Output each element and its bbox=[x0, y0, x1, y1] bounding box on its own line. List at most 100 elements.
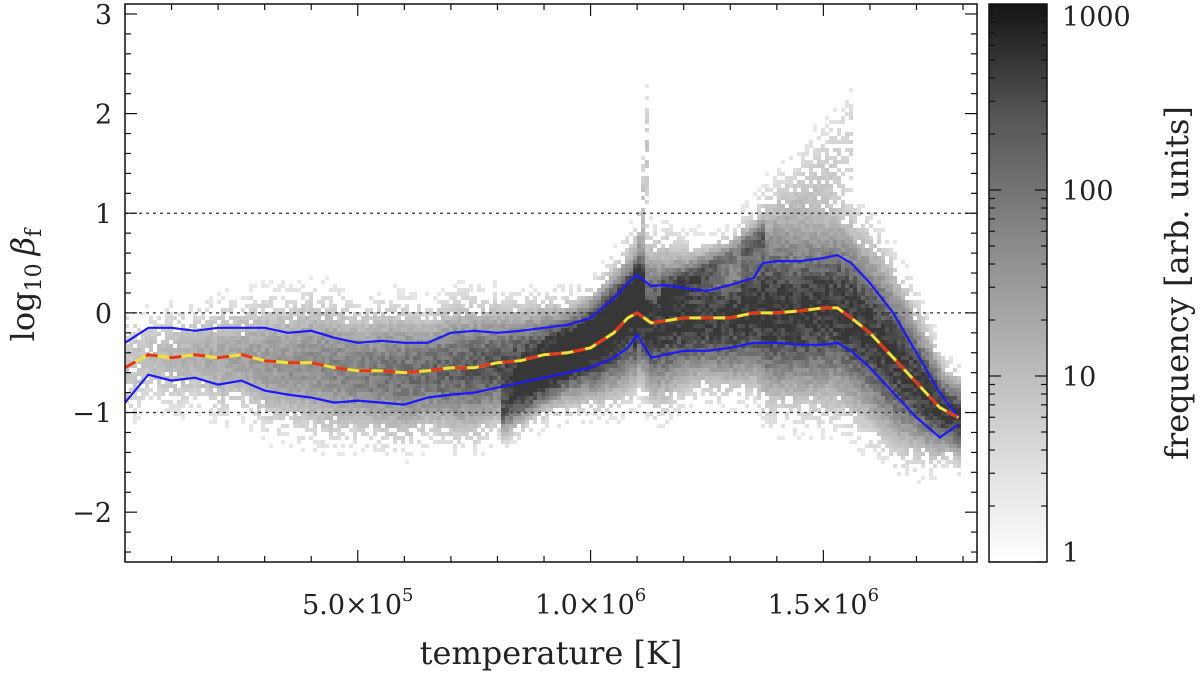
density-cell bbox=[717, 280, 721, 284]
density-cell bbox=[341, 328, 345, 332]
density-cell bbox=[533, 368, 537, 372]
density-cell bbox=[549, 356, 553, 360]
density-cell bbox=[189, 340, 193, 344]
density-cell bbox=[333, 312, 337, 316]
density-cell bbox=[409, 432, 413, 436]
density-cell bbox=[649, 340, 653, 344]
density-cell bbox=[385, 432, 389, 436]
density-cell bbox=[589, 364, 593, 368]
density-cell bbox=[513, 388, 517, 392]
density-cell bbox=[673, 260, 677, 264]
density-cell bbox=[193, 348, 197, 352]
density-cell bbox=[585, 308, 589, 312]
density-cell bbox=[309, 292, 313, 296]
density-cell bbox=[381, 436, 385, 440]
density-cell bbox=[489, 384, 493, 388]
density-cell bbox=[217, 388, 221, 392]
density-cell bbox=[609, 328, 613, 332]
density-cell bbox=[281, 336, 285, 340]
density-cell bbox=[141, 352, 145, 356]
density-cell bbox=[345, 416, 349, 420]
density-cell bbox=[485, 380, 489, 384]
density-cell bbox=[305, 368, 309, 372]
density-cell bbox=[473, 428, 477, 432]
density-cell bbox=[529, 372, 533, 376]
density-cell bbox=[249, 304, 253, 308]
density-cell bbox=[229, 332, 233, 336]
density-cell bbox=[741, 240, 745, 244]
density-cell bbox=[421, 416, 425, 420]
density-cell bbox=[565, 388, 569, 392]
density-cell bbox=[365, 444, 369, 448]
density-cell bbox=[653, 232, 657, 236]
density-cell bbox=[557, 308, 561, 312]
density-cell bbox=[717, 332, 721, 336]
density-cell bbox=[297, 320, 301, 324]
density-cell bbox=[537, 304, 541, 308]
density-cell bbox=[641, 180, 645, 184]
density-cell bbox=[377, 344, 381, 348]
density-cell bbox=[305, 332, 309, 336]
density-cell bbox=[565, 316, 569, 320]
density-cell bbox=[533, 332, 537, 336]
density-cell bbox=[529, 308, 533, 312]
density-cell bbox=[393, 440, 397, 444]
density-cell bbox=[401, 416, 405, 420]
density-cell bbox=[693, 332, 697, 336]
density-cell bbox=[305, 400, 309, 404]
density-cell bbox=[309, 412, 313, 416]
density-cell bbox=[713, 328, 717, 332]
density-cell bbox=[521, 308, 525, 312]
density-cell bbox=[465, 340, 469, 344]
density-cell bbox=[617, 392, 621, 396]
density-cell bbox=[481, 380, 485, 384]
density-cell bbox=[525, 304, 529, 308]
density-cell bbox=[241, 376, 245, 380]
density-cell bbox=[565, 364, 569, 368]
density-cell bbox=[621, 304, 625, 308]
density-cell bbox=[177, 336, 181, 340]
density-cell bbox=[441, 340, 445, 344]
density-cell bbox=[161, 372, 165, 376]
density-cell bbox=[465, 424, 469, 428]
density-cell bbox=[513, 324, 517, 328]
density-cell bbox=[497, 368, 501, 372]
density-cell bbox=[293, 416, 297, 420]
density-cell bbox=[629, 320, 633, 324]
density-cell bbox=[625, 260, 629, 264]
density-cell bbox=[325, 352, 329, 356]
density-cell bbox=[657, 372, 661, 376]
density-cell bbox=[581, 380, 585, 384]
density-cell bbox=[413, 384, 417, 388]
density-cell bbox=[465, 408, 469, 412]
density-cell bbox=[385, 444, 389, 448]
density-cell bbox=[429, 336, 433, 340]
density-cell bbox=[397, 364, 401, 368]
density-cell bbox=[449, 352, 453, 356]
density-cell bbox=[229, 388, 233, 392]
density-cell bbox=[661, 340, 665, 344]
density-cell bbox=[381, 328, 385, 332]
density-cell bbox=[709, 320, 713, 324]
density-cell bbox=[661, 388, 665, 392]
density-cell bbox=[621, 324, 625, 328]
density-cell bbox=[225, 360, 229, 364]
density-cell bbox=[429, 312, 433, 316]
density-cell bbox=[229, 340, 233, 344]
density-cell bbox=[433, 404, 437, 408]
density-cell bbox=[393, 364, 397, 368]
density-cell bbox=[509, 396, 513, 400]
density-cell bbox=[401, 408, 405, 412]
density-cell bbox=[437, 360, 441, 364]
density-cell bbox=[569, 352, 573, 356]
density-cell bbox=[677, 372, 681, 376]
density-cell bbox=[513, 432, 517, 436]
density-cell bbox=[389, 380, 393, 384]
density-cell bbox=[421, 324, 425, 328]
density-cell bbox=[701, 276, 705, 280]
density-cell bbox=[501, 368, 505, 372]
density-cell bbox=[305, 420, 309, 424]
density-cell bbox=[273, 408, 277, 412]
density-cell bbox=[437, 320, 441, 324]
density-cell bbox=[165, 364, 169, 368]
